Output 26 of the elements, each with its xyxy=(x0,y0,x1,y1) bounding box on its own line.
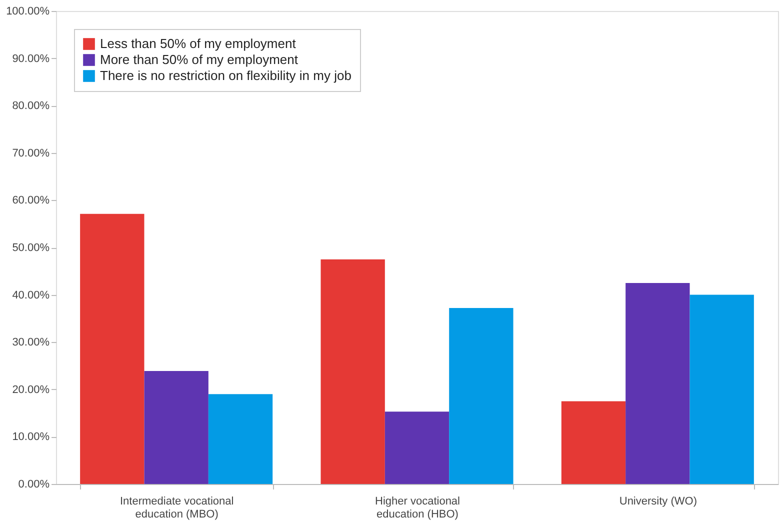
y-tick-label: 100.00% xyxy=(6,6,50,18)
bar xyxy=(626,282,690,484)
legend-label: More than 50% of my employment xyxy=(100,52,298,67)
y-tick-label: 50.00% xyxy=(12,242,50,254)
y-tick-label: 70.00% xyxy=(12,147,50,160)
bar xyxy=(80,214,144,484)
bar xyxy=(320,259,385,484)
y-tick-label: 30.00% xyxy=(12,336,50,349)
bar xyxy=(561,401,626,484)
y-tick-label: 20.00% xyxy=(12,384,50,396)
y-tick-label: 80.00% xyxy=(12,100,50,112)
x-tick-label: University (WO) xyxy=(619,496,697,508)
bar xyxy=(144,370,208,484)
y-tick-label: 40.00% xyxy=(12,289,50,302)
x-tick-label: Intermediate vocational education (MBO) xyxy=(120,496,234,520)
x-tick-label: Higher vocational education (HBO) xyxy=(375,496,460,520)
legend-label: There is no restriction on flexibility in my job xyxy=(100,68,352,83)
legend-label: Less than 50% of my employment xyxy=(100,36,296,51)
bar xyxy=(690,294,754,484)
y-tick-label: 60.00% xyxy=(12,194,50,207)
y-tick-label: 90.00% xyxy=(12,52,50,65)
bar xyxy=(208,394,273,484)
y-tick-label: 0.00% xyxy=(18,478,50,490)
y-tick-label: 10.00% xyxy=(12,431,50,444)
bar xyxy=(449,308,514,484)
bar xyxy=(384,412,450,484)
